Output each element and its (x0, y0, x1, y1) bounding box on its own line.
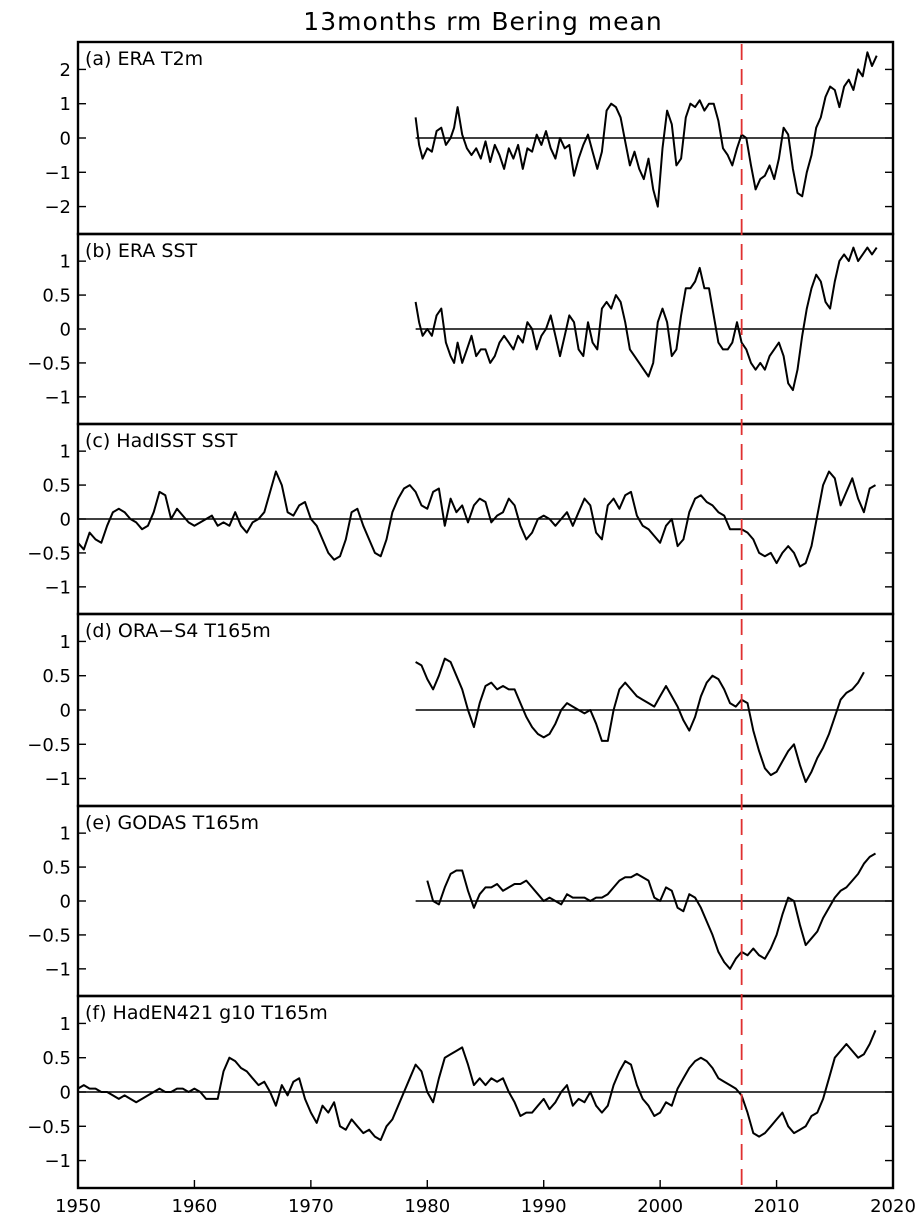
y-tick-label: −0.5 (27, 1117, 71, 1138)
y-tick-label: −0.5 (27, 543, 71, 564)
y-tick-label: 0 (60, 510, 71, 531)
y-tick-label: −1 (44, 1151, 71, 1172)
series-line (415, 657, 865, 783)
series-line (414, 51, 878, 208)
y-tick-label: −1 (44, 769, 71, 790)
y-tick-label: −1 (44, 387, 71, 408)
y-tick-label: 0 (60, 320, 71, 341)
y-tick-label: 0 (60, 1083, 71, 1104)
y-tick-label: 1 (60, 252, 71, 273)
x-tick-label: 1990 (521, 1196, 567, 1217)
panel-f: 1 0.5 0 −0.5 −1 (f) HadEN421 g10 T165m (27, 994, 895, 1190)
y-tick-label: 1 (60, 824, 71, 845)
y-tick-label: 0.5 (42, 858, 71, 879)
series-line (414, 246, 878, 392)
x-tick-label: 1950 (55, 1196, 101, 1217)
panel-label: (a) ERA T2m (85, 48, 203, 70)
y-tick-label: −0.5 (27, 925, 71, 946)
panel-a: 2 1 0 −1 −2 (a) ERA T2m (44, 40, 895, 236)
y-tick-label: 1 (60, 442, 71, 463)
panel-d: 1 0.5 0 −0.5 −1 (d) ORA−S4 T165m (27, 612, 895, 808)
y-tick-label: −0.5 (27, 735, 71, 756)
x-tick-label: 2020 (870, 1196, 916, 1217)
y-tick-label: 0 (60, 129, 71, 150)
x-tick-label: 1970 (288, 1196, 334, 1217)
y-tick-label: 0.5 (42, 666, 71, 687)
y-tick-label: 0.5 (42, 286, 71, 307)
y-tick-label: 1 (60, 632, 71, 653)
chart-title: 13months rm Bering mean (303, 7, 662, 36)
panel-label: (b) ERA SST (85, 240, 198, 262)
panel-label: (e) GODAS T165m (85, 812, 259, 834)
series-line (77, 1029, 877, 1141)
y-tick-label: −1 (44, 577, 71, 598)
x-tick-label: 1980 (404, 1196, 450, 1217)
y-tick-label: −1 (44, 959, 71, 980)
y-tick-label: −1 (44, 163, 71, 184)
y-tick-label: 0.5 (42, 476, 71, 497)
x-axis: 1950 1960 1970 1980 1990 2000 2010 2020 (55, 1180, 916, 1217)
panel-e: 1 0.5 0 −0.5 −1 (e) GODAS T165m (27, 804, 895, 998)
panel-label: (c) HadISST SST (85, 430, 238, 452)
x-tick-label: 2000 (637, 1196, 683, 1217)
panel-b: 1 0.5 0 −0.5 −1 (b) ERA SST (27, 232, 895, 426)
y-tick-label: 0 (60, 892, 71, 913)
panel-label: (d) ORA−S4 T165m (85, 620, 271, 642)
y-tick-label: 1 (60, 1014, 71, 1035)
panel-c: 1 0.5 0 −0.5 −1 (c) HadISST SST (27, 422, 895, 616)
y-tick-label: −0.5 (27, 353, 71, 374)
y-tick-label: −2 (44, 197, 71, 218)
y-tick-label: 0.5 (42, 1048, 71, 1069)
panel-label: (f) HadEN421 g10 T165m (85, 1002, 328, 1024)
series-line (426, 852, 877, 970)
y-tick-label: 0 (60, 701, 71, 722)
panels-group: 2 1 0 −1 −2 (a) ERA T2m 1 0.5 0 −0.5 −1 (b) ERA SST… (27, 40, 895, 1190)
y-tick-label: 2 (60, 60, 71, 81)
y-tick-label: 1 (60, 94, 71, 115)
x-tick-label: 1960 (172, 1196, 218, 1217)
x-tick-label: 2010 (754, 1196, 800, 1217)
series-line (77, 470, 877, 568)
